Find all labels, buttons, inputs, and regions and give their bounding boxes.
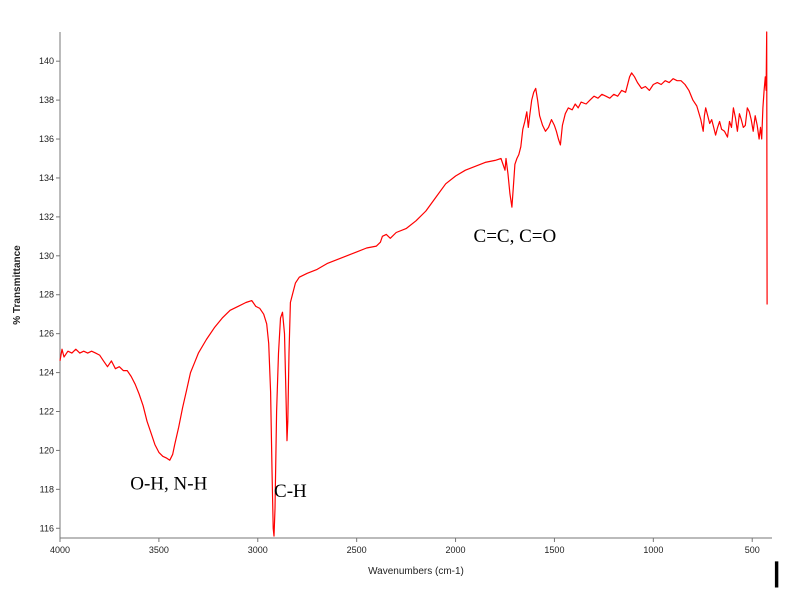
plot-frame: [59, 32, 772, 539]
spectrum-series-line: [59, 31, 768, 537]
y-tick-label: 132: [39, 212, 54, 222]
peak-annotations: O-H, N-H C-H C=C, C=O: [130, 226, 556, 502]
y-tick-label: 126: [39, 329, 54, 339]
y-tick-label: 128: [39, 290, 54, 300]
x-tick-label: 2500: [347, 545, 367, 555]
y-tick-label: 134: [39, 173, 54, 183]
peak-annotation-label: C-H: [274, 481, 307, 502]
y-tick-label: 118: [40, 484, 54, 494]
x-tick-label: 4000: [50, 545, 70, 555]
peak-annotation-label: O-H, N-H: [130, 473, 207, 494]
x-tick-label: 500: [745, 545, 760, 555]
y-tick-label: 122: [39, 407, 54, 417]
text-cursor-icon: ┃: [770, 561, 783, 588]
y-tick-label: 116: [40, 523, 54, 533]
x-tick-label: 1000: [643, 545, 663, 555]
x-axis-ticks: 4000 3500 3000 2500 2000 1500 1000 500: [50, 538, 760, 555]
y-axis-ticks: 116 118 120 122 124 126 128 130 132 134 136 138 140: [39, 56, 60, 533]
x-tick-label: 2000: [446, 545, 466, 555]
peak-annotation-label: C=C, C=O: [474, 226, 557, 247]
y-tick-label: 138: [39, 95, 54, 105]
y-tick-label: 136: [39, 134, 54, 144]
y-axis-title: % Transmittance: [12, 245, 23, 325]
x-tick-label: 3500: [149, 545, 169, 555]
y-tick-label: 120: [39, 445, 54, 455]
y-tick-label: 124: [39, 368, 54, 378]
y-tick-label: 140: [39, 56, 54, 66]
y-tick-label: 130: [39, 251, 54, 261]
x-tick-label: 1500: [544, 545, 564, 555]
x-axis-title: Wavenumbers (cm-1): [368, 566, 464, 577]
x-tick-label: 3000: [248, 545, 268, 555]
